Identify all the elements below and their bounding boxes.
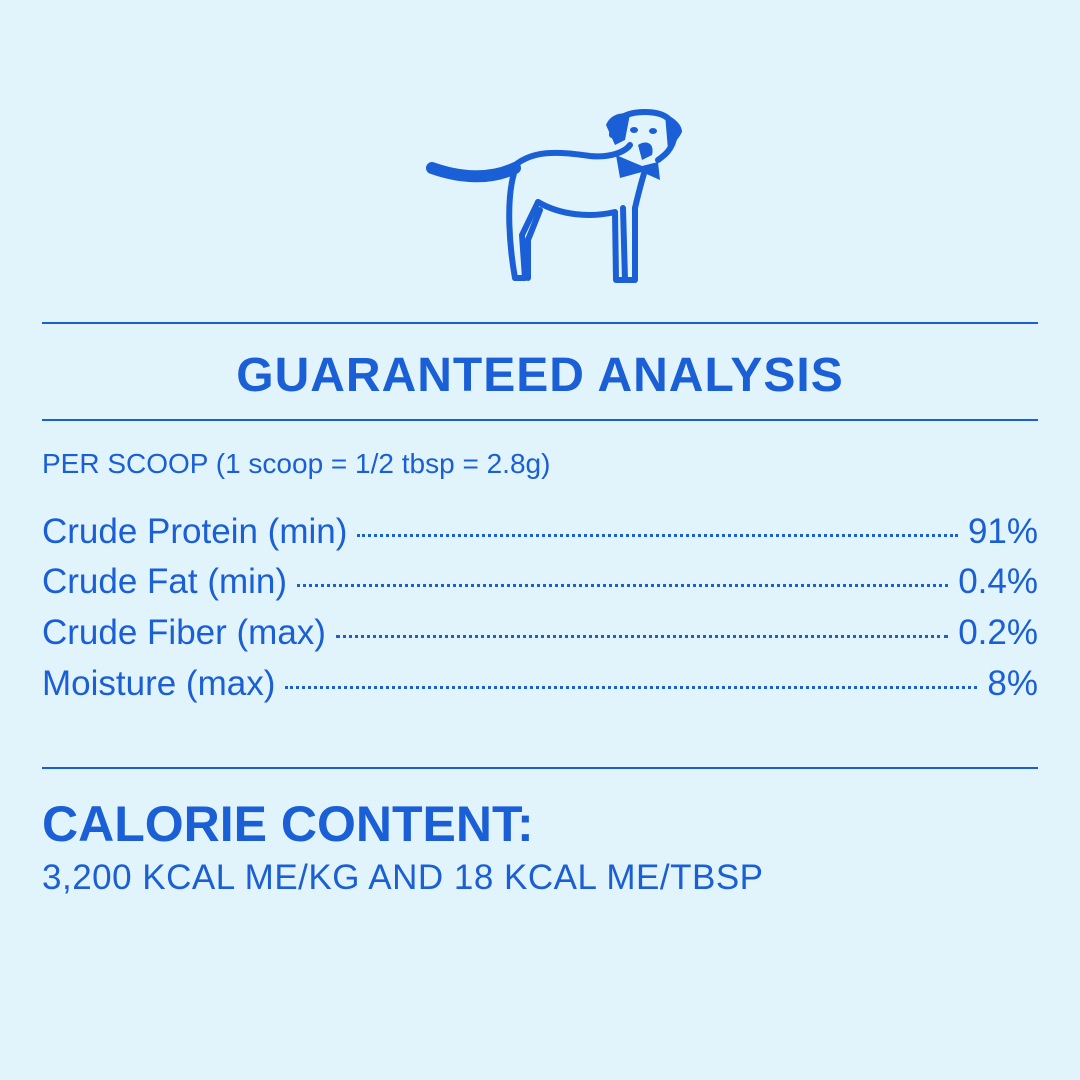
row-label: Crude Fat (min) <box>42 562 288 601</box>
analysis-row: Moisture (max) 8% <box>42 664 1038 710</box>
section-title: GUARANTEED ANALYSIS <box>236 349 844 402</box>
analysis-row: Crude Fiber (max) 0.2% <box>42 613 1038 659</box>
divider <box>42 767 1038 769</box>
row-value: 0.2% <box>958 613 1038 652</box>
calorie-value: 3,200 KCAL ME/KG AND 18 KCAL ME/TBSP <box>42 858 764 897</box>
row-value: 8% <box>987 664 1038 703</box>
row-value: 0.4% <box>958 562 1038 601</box>
leader-dots <box>335 635 949 638</box>
row-label: Crude Protein (min) <box>42 512 348 551</box>
divider <box>42 322 1038 324</box>
calorie-heading: CALORIE CONTENT: <box>42 796 534 852</box>
dog-illustration <box>426 109 682 283</box>
row-label: Moisture (max) <box>42 664 276 703</box>
leader-dots <box>357 534 958 537</box>
analysis-row: Crude Fat (min) 0.4% <box>42 562 1038 608</box>
row-label: Crude Fiber (max) <box>42 613 326 652</box>
divider <box>42 419 1038 421</box>
analysis-row: Crude Protein (min) 91% <box>42 512 1038 558</box>
row-value: 91% <box>967 512 1038 551</box>
leader-dots <box>297 584 949 587</box>
leader-dots <box>285 686 978 689</box>
serving-size: PER SCOOP (1 scoop = 1/2 tbsp = 2.8g) <box>42 448 551 479</box>
